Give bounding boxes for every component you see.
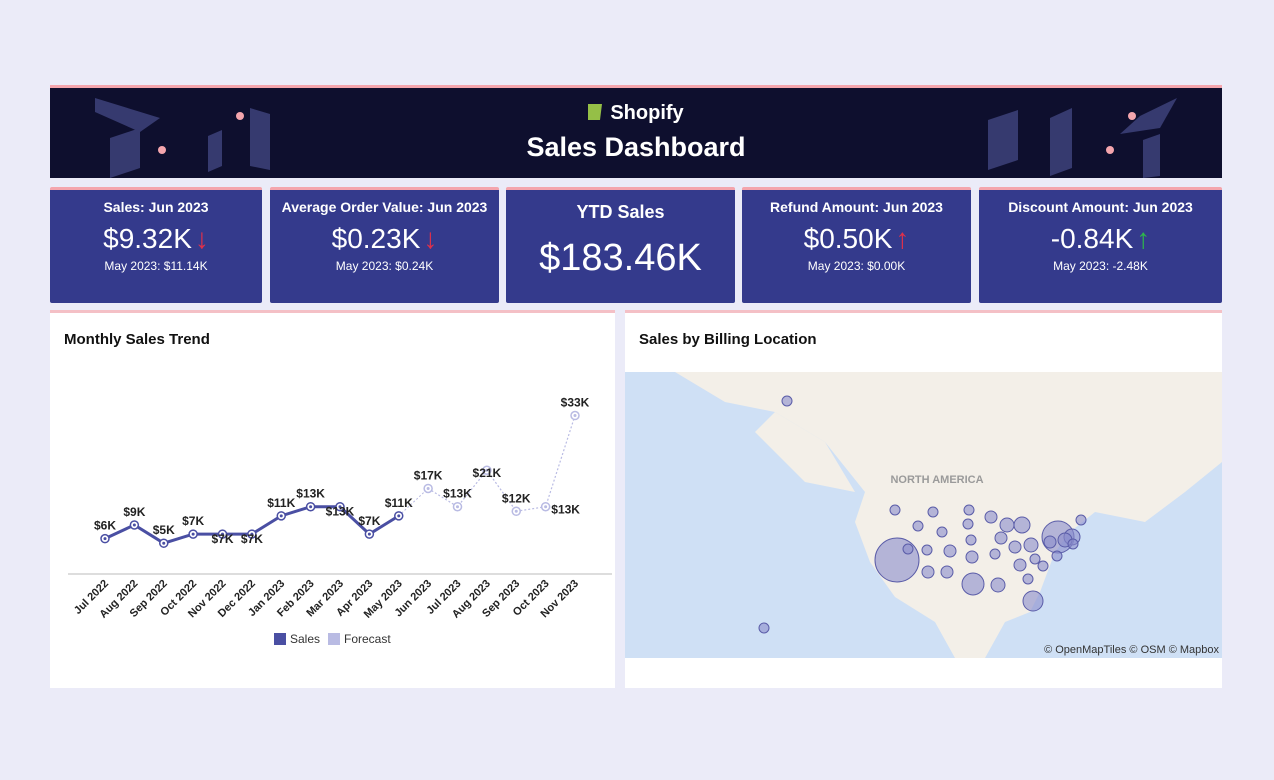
point-core — [456, 505, 459, 509]
region-label: NORTH AMERICA — [890, 474, 983, 486]
brand: Shopify — [50, 102, 1222, 125]
point-core — [426, 486, 430, 490]
kpi-card: Discount Amount: Jun 2023 -0.84K ↑ May 2023… — [979, 187, 1222, 303]
point-core — [573, 414, 577, 418]
panel-title: Monthly Sales Trend — [64, 331, 210, 348]
kpi-value-text: $0.50K — [803, 223, 893, 254]
point-core — [221, 532, 224, 536]
trend-arrow: ↑ — [1136, 223, 1151, 254]
point-core — [191, 532, 195, 536]
data-label: $13K — [443, 487, 472, 501]
kpi-title: Refund Amount: Jun 2023 — [770, 199, 943, 215]
trend-arrow: ↓ — [194, 223, 209, 254]
legend-label: Forecast — [344, 632, 391, 646]
header: Shopify Sales Dashboard — [50, 85, 1222, 178]
brand-text: Shopify — [610, 102, 684, 124]
kpi-title: YTD Sales — [576, 202, 665, 222]
kpi-card: Sales: Jun 2023 $9.32K ↓ May 2023: $11.14K — [50, 187, 262, 303]
data-label: $13K — [551, 503, 580, 517]
data-label: $13K — [326, 505, 355, 519]
point-core — [514, 509, 518, 513]
point-core — [132, 523, 136, 527]
kpi-card: Refund Amount: Jun 2023 $0.50K ↑ May 2023: … — [742, 187, 971, 303]
kpi-value-text: -0.84K — [1050, 223, 1134, 254]
kpi-compare: May 2023: -2.48K — [1053, 259, 1148, 273]
point-core — [103, 537, 107, 541]
point-core — [309, 505, 313, 509]
data-label: $17K — [414, 468, 443, 482]
data-label: $7K — [358, 514, 380, 528]
kpi-value: $183.46K — [506, 237, 735, 280]
data-label: $7K — [182, 514, 204, 528]
data-label: $12K — [502, 491, 531, 505]
data-label: $7K — [241, 532, 263, 546]
kpi-title: Discount Amount: Jun 2023 — [1008, 199, 1193, 215]
kpi-card: Average Order Value: Jun 2023 $0.23K ↓ May … — [270, 187, 499, 303]
kpi-value-text: $183.46K — [539, 237, 702, 279]
trend-arrow: ↑ — [895, 223, 910, 254]
kpi-value-text: $0.23K — [331, 223, 421, 254]
data-label: $11K — [385, 496, 413, 510]
kpi-compare: May 2023: $0.00K — [807, 259, 906, 273]
map: NORTH AMERICA © OpenMapTiles © OSM © Map… — [625, 372, 1222, 658]
point-core — [397, 514, 401, 518]
data-label: $7K — [211, 532, 233, 546]
kpi-compare: May 2023: $11.14K — [104, 259, 208, 273]
data-label: $33K — [561, 396, 590, 410]
data-label: $9K — [123, 505, 145, 519]
data-label: $5K — [153, 523, 175, 537]
attribution: © OpenMapTiles © OSM © Mapbox — [1044, 644, 1219, 656]
kpi-compare: May 2023: $0.24K — [335, 259, 434, 273]
series-line — [427, 415, 576, 512]
dashboard-title: Sales Dashboard — [526, 132, 746, 162]
legend-swatch — [328, 633, 340, 645]
data-label: $13K — [296, 487, 325, 501]
point-core — [485, 468, 489, 472]
kpi-card: YTD Sales $183.46K — [506, 187, 735, 303]
data-label: $21K — [473, 466, 502, 480]
map-panel: Sales by Billing Location NORTH AMERICA … — [625, 310, 1222, 688]
legend-label: Sales — [290, 632, 320, 646]
legend-swatch — [274, 633, 286, 645]
header-decor — [95, 98, 1177, 178]
kpi-value-text: $9.32K — [103, 223, 192, 254]
kpi-value: -0.84K ↑ — [979, 223, 1222, 255]
trend-panel: Monthly Sales Trend Jul 2022 Aug 2022 Sep … — [50, 310, 615, 688]
data-label: $11K — [267, 496, 295, 510]
point-core — [250, 532, 254, 536]
kpi-value: $0.23K ↓ — [270, 223, 499, 255]
data-label: $6K — [94, 519, 116, 533]
point-core — [279, 514, 283, 518]
point-core — [544, 505, 548, 509]
kpi-title: Sales: Jun 2023 — [103, 199, 209, 215]
connector — [398, 488, 429, 517]
kpi-value: $9.32K ↓ — [50, 223, 262, 255]
point-core — [367, 532, 371, 536]
trend-arrow: ↓ — [423, 223, 438, 254]
panel-title: Sales by Billing Location — [639, 331, 817, 348]
kpi-value: $0.50K ↑ — [742, 223, 971, 255]
point-core — [162, 541, 166, 545]
point-core — [338, 505, 342, 509]
kpi-title: Average Order Value: Jun 2023 — [281, 199, 488, 215]
